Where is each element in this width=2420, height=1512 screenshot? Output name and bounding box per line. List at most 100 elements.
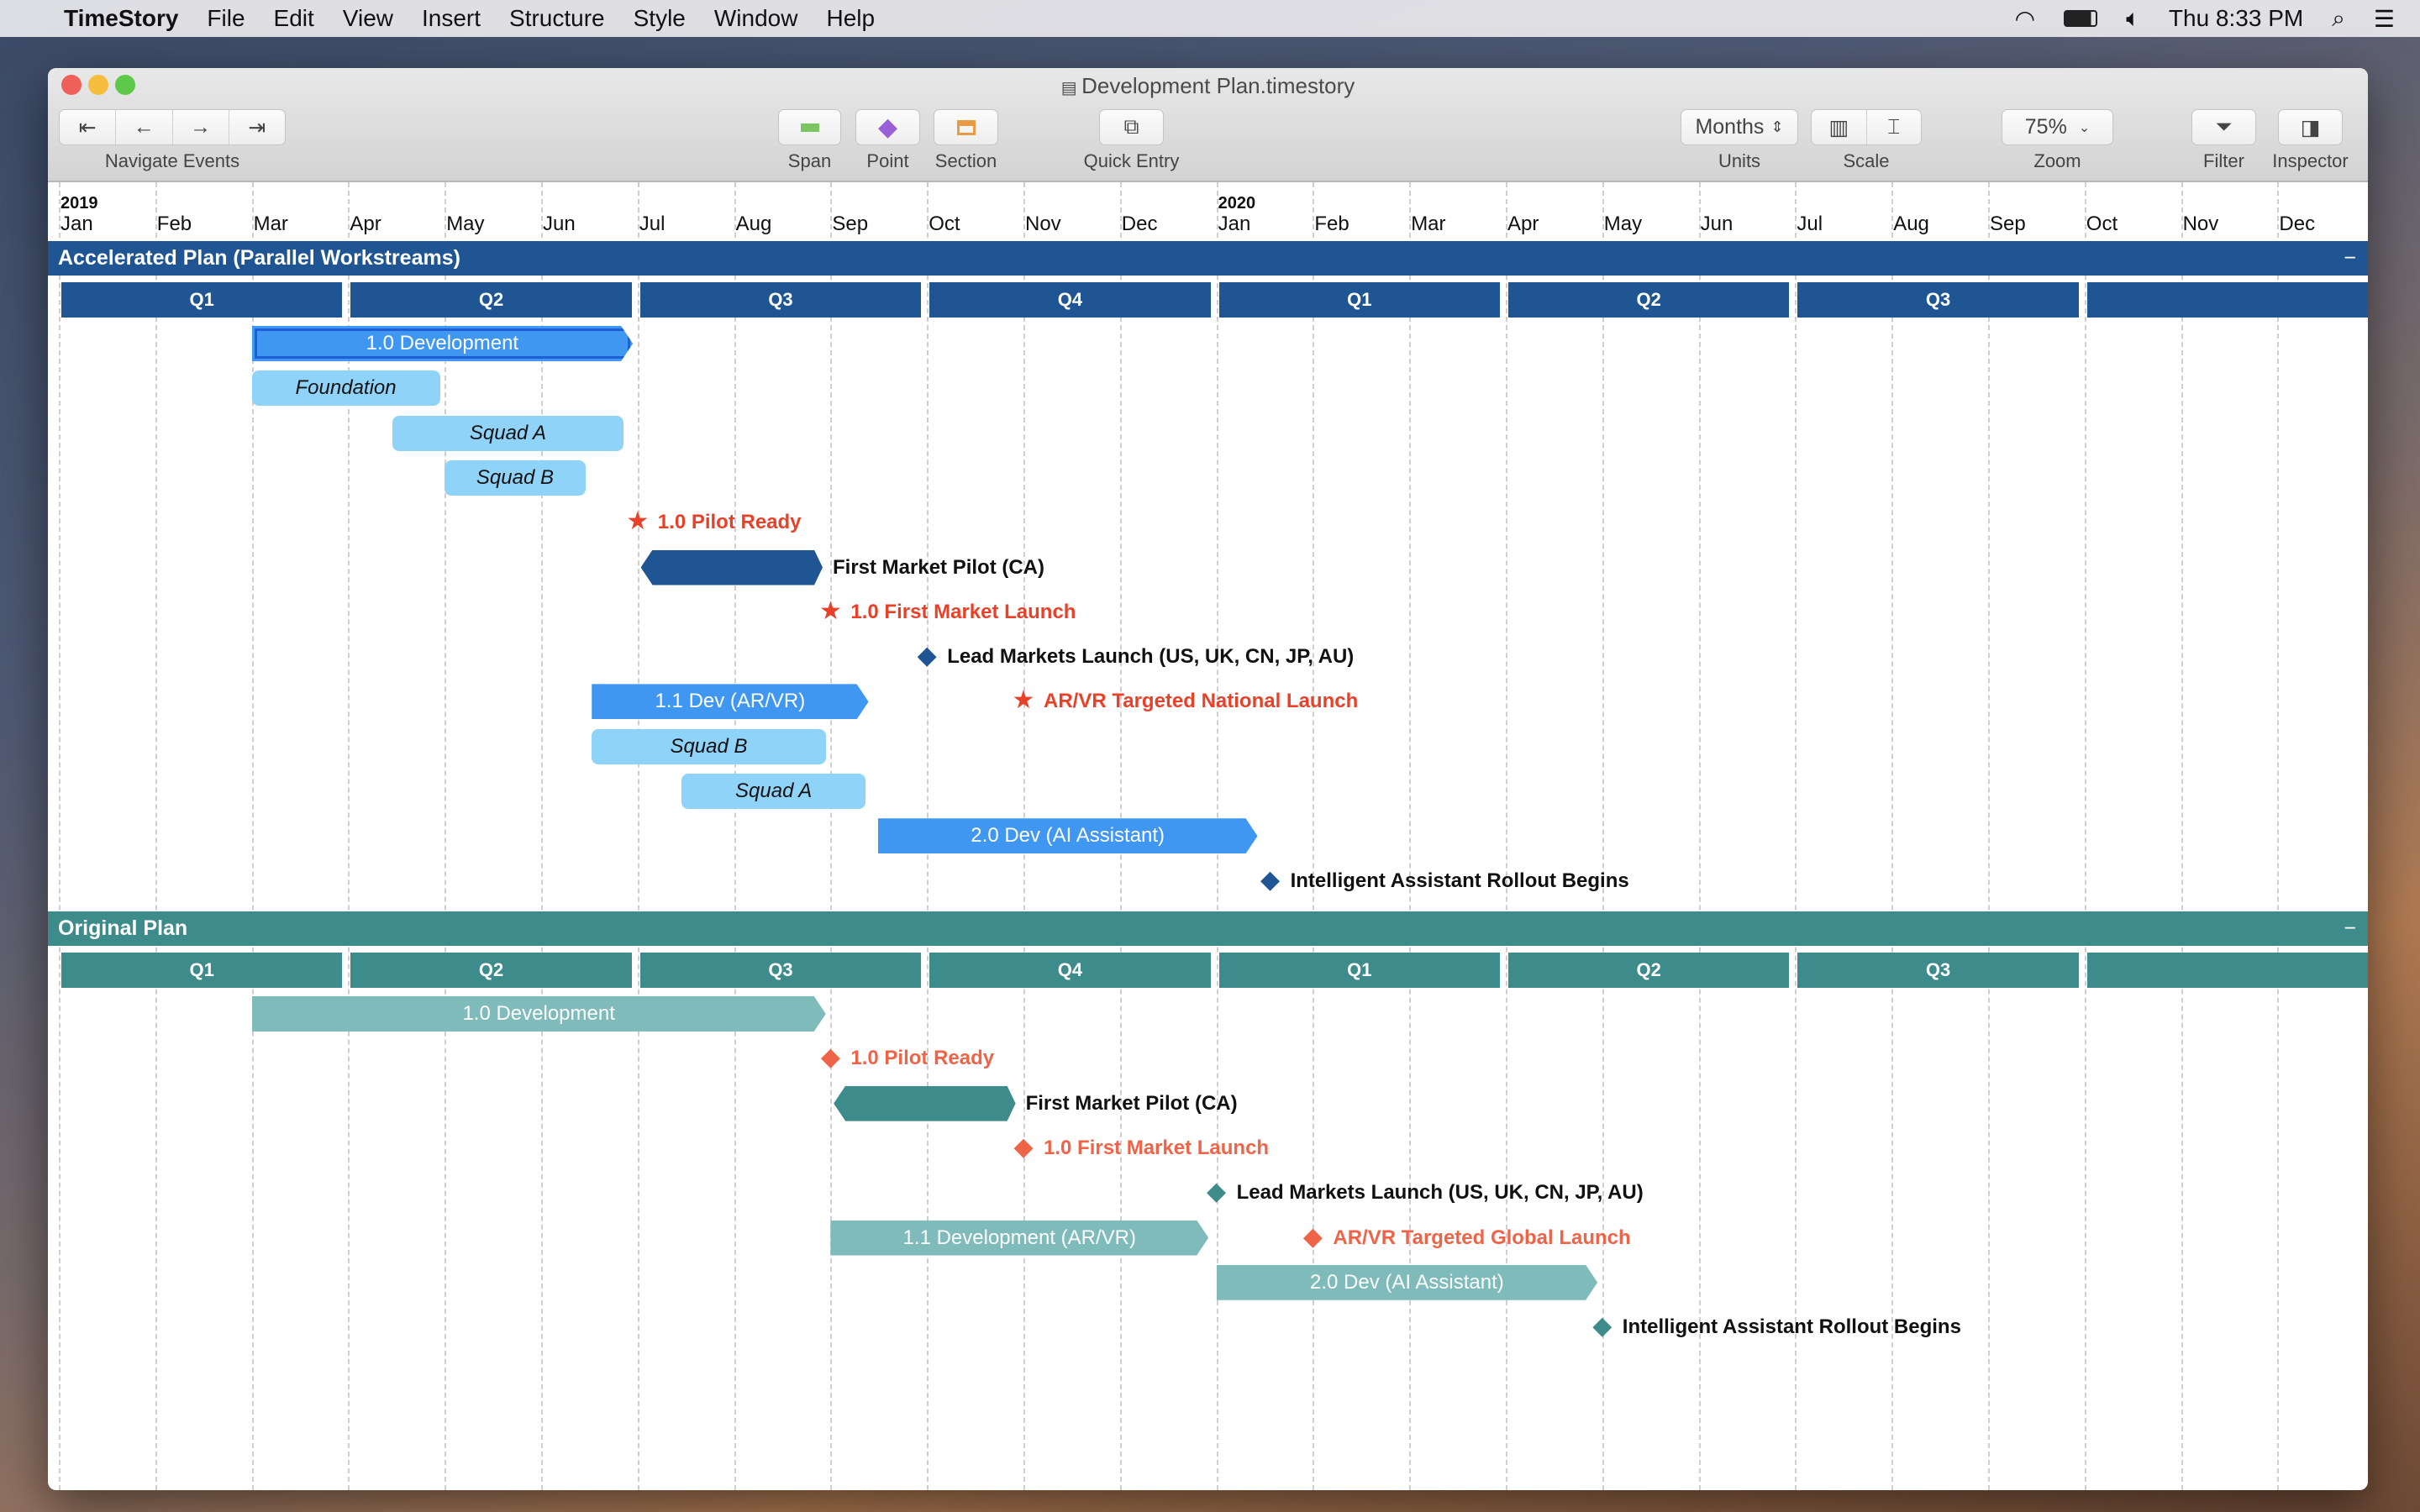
star-icon[interactable]: ★ — [818, 596, 842, 625]
span-bar[interactable]: 1.1 Dev (AR/VR) — [592, 684, 868, 719]
section-header[interactable]: Original Plan − — [48, 911, 2368, 946]
month-label: Dec — [1121, 213, 1158, 235]
add-span-button[interactable] — [778, 109, 841, 145]
quarter-bar: Q3 — [639, 953, 922, 988]
timeline-canvas[interactable]: Jan Feb Mar Apr May Jun Jul Aug Sep Oct Nov Dec Jan F… — [48, 182, 2368, 1490]
milestone-label[interactable]: Lead Markets Launch (US, UK, CN, JP, AU) — [947, 645, 1355, 669]
point-label: Point — [866, 150, 909, 171]
month-label: Apr — [350, 213, 381, 235]
menu-insert[interactable]: Insert — [421, 5, 481, 31]
units-value: Months — [1695, 115, 1765, 139]
zoom-select[interactable]: 75% ⌄ — [2002, 109, 2113, 145]
menu-bar: TimeStory File Edit View Insert Structur… — [0, 0, 2420, 37]
units-select[interactable]: Months ⇕ — [1681, 109, 1798, 145]
close-button[interactable] — [61, 75, 82, 95]
span-bar[interactable]: Squad A — [681, 774, 865, 809]
quarter-bar: Q4 — [2086, 282, 2368, 318]
chevron-down-icon: ⌄ — [2078, 120, 2091, 135]
menu-file[interactable]: File — [207, 5, 245, 31]
span-bar[interactable] — [641, 550, 823, 585]
diamond-icon[interactable]: ◆ — [1260, 865, 1281, 894]
month-label: Sep — [832, 213, 869, 235]
year-label: 2019 — [60, 194, 98, 213]
diamond-icon[interactable]: ◆ — [1013, 1132, 1034, 1161]
span-label[interactable]: First Market Pilot (CA) — [832, 555, 1045, 579]
section-label: Section — [934, 150, 997, 171]
scale-expand-button[interactable]: ⌶ — [1887, 115, 1901, 139]
menu-view[interactable]: View — [342, 5, 393, 31]
milestone-label[interactable]: Intelligent Assistant Rollout Begins — [1622, 1315, 1961, 1339]
milestone-label[interactable]: 1.0 First Market Launch — [1044, 1136, 1270, 1159]
section-header[interactable]: Accelerated Plan (Parallel Workstreams) − — [48, 241, 2368, 276]
menu-structure[interactable]: Structure — [509, 5, 605, 31]
section-title: Accelerated Plan (Parallel Workstreams) — [58, 246, 460, 270]
clock[interactable]: Thu 8:33 PM — [2168, 5, 2304, 31]
span-bar[interactable]: Squad B — [445, 459, 586, 496]
volume-icon[interactable]: 🔈︎ — [2126, 4, 2140, 31]
span-bar-selected[interactable]: 1.0 Development — [252, 326, 634, 361]
milestone-label[interactable]: Intelligent Assistant Rollout Begins — [1290, 869, 1629, 892]
collapse-section-button[interactable]: − — [2344, 246, 2356, 270]
inspector-button[interactable]: ◨ — [2278, 109, 2343, 145]
add-point-button[interactable]: ◆ — [855, 109, 920, 145]
milestone-label[interactable]: Lead Markets Launch (US, UK, CN, JP, AU) — [1236, 1181, 1644, 1205]
month-label: Mar — [253, 213, 288, 235]
milestone-label[interactable]: 1.0 First Market Launch — [850, 600, 1076, 623]
span-bar[interactable]: 1.0 Development — [252, 996, 826, 1032]
quarter-bar: Q1 — [1218, 282, 1500, 318]
menu-app-name[interactable]: TimeStory — [64, 5, 179, 31]
month-gridline — [155, 182, 157, 1490]
section-icon — [956, 119, 976, 135]
span-icon — [800, 123, 819, 132]
span-bar[interactable]: Squad A — [392, 415, 623, 451]
span-bar[interactable]: 1.1 Development (AR/VR) — [830, 1221, 1208, 1256]
span-bar[interactable]: Foundation — [251, 370, 440, 407]
span-label: Span — [787, 150, 832, 171]
last-event-button[interactable]: ⇥ — [248, 115, 266, 139]
menu-window[interactable]: Window — [713, 5, 798, 31]
span-bar[interactable]: 2.0 Dev (AI Assistant) — [878, 818, 1258, 853]
previous-event-button[interactable]: ← — [116, 110, 173, 144]
spotlight-search-icon[interactable]: ⌕ — [2332, 4, 2345, 31]
quarter-bar: Q2 — [1508, 953, 1790, 988]
star-icon[interactable]: ★ — [1012, 686, 1035, 715]
month-label: Jul — [639, 213, 666, 235]
month-label: Nov — [2182, 213, 2219, 235]
scale-compress-button[interactable]: ▥ — [1812, 110, 1867, 144]
month-label: Aug — [735, 213, 772, 235]
minimize-button[interactable] — [88, 75, 108, 95]
span-bar[interactable]: 2.0 Dev (AI Assistant) — [1217, 1265, 1598, 1300]
diamond-icon[interactable]: ◆ — [1302, 1222, 1323, 1251]
menu-style[interactable]: Style — [633, 5, 686, 31]
wifi-icon[interactable]: ◠ — [2014, 5, 2036, 32]
add-section-button[interactable] — [934, 109, 998, 145]
filter-button[interactable]: ⏷ — [2191, 109, 2256, 145]
span-label[interactable]: First Market Pilot (CA) — [1025, 1091, 1238, 1115]
collapse-section-button[interactable]: − — [2344, 916, 2356, 940]
milestone-label[interactable]: AR/VR Targeted National Launch — [1044, 690, 1359, 713]
first-event-button[interactable]: ⇤ — [60, 110, 117, 144]
point-icon: ◆ — [877, 113, 898, 141]
menu-edit[interactable]: Edit — [273, 5, 314, 31]
span-bar[interactable]: Squad B — [592, 728, 826, 764]
notification-center-icon[interactable]: ☰ — [2373, 5, 2395, 32]
diamond-icon[interactable]: ◆ — [917, 642, 937, 670]
zoom-window-button[interactable] — [115, 75, 135, 95]
milestone-label[interactable]: 1.0 Pilot Ready — [657, 511, 802, 534]
scale-group: ▥ ⌶ — [1811, 109, 1922, 145]
battery-icon[interactable] — [2064, 10, 2098, 27]
diamond-icon[interactable]: ◆ — [820, 1043, 840, 1072]
month-gridline — [637, 182, 639, 1490]
milestone-label[interactable]: AR/VR Targeted Global Launch — [1333, 1226, 1631, 1249]
units-label: Units — [1718, 150, 1761, 171]
next-event-button[interactable]: → — [173, 110, 229, 144]
quick-entry-button[interactable]: ⧉ — [1099, 109, 1164, 145]
milestone-label[interactable]: 1.0 Pilot Ready — [850, 1047, 995, 1070]
menu-help[interactable]: Help — [826, 5, 876, 31]
span-bar[interactable] — [834, 1086, 1015, 1121]
star-icon[interactable]: ★ — [626, 507, 650, 536]
diamond-icon[interactable]: ◆ — [1207, 1178, 1227, 1206]
quarter-bar: Q3 — [639, 282, 922, 318]
month-gridline — [1988, 182, 1990, 1490]
diamond-icon[interactable]: ◆ — [1592, 1312, 1612, 1341]
